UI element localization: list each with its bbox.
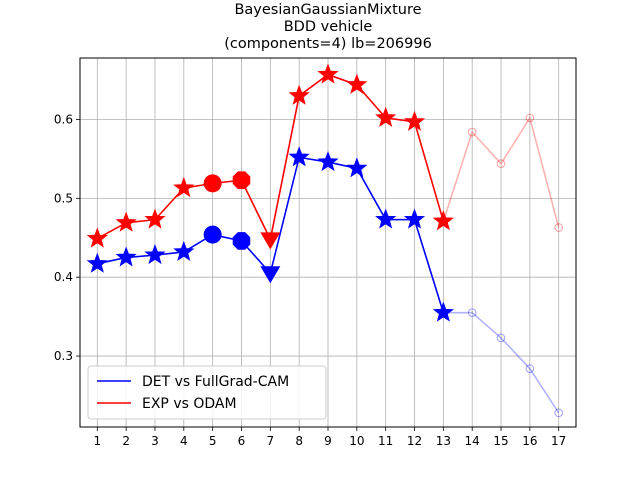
x-tick-label: 14 <box>465 434 480 448</box>
x-tick-label: 9 <box>324 434 332 448</box>
data-point <box>346 157 368 178</box>
data-point <box>115 246 137 267</box>
data-point <box>288 84 310 105</box>
x-tick-label: 17 <box>551 434 566 448</box>
data-point <box>203 225 222 244</box>
data-point <box>203 174 222 193</box>
data-point <box>554 408 564 418</box>
data-point <box>467 308 477 318</box>
data-point <box>432 301 454 322</box>
x-tick-label: 3 <box>151 434 159 448</box>
data-point <box>525 113 535 123</box>
plot-series <box>86 63 564 418</box>
legend-label-det: DET vs FullGrad-CAM <box>142 374 289 390</box>
x-tick-label: 6 <box>238 434 246 448</box>
x-tick-label: 1 <box>93 434 101 448</box>
x-tick-label: 11 <box>378 434 393 448</box>
x-tick-label: 12 <box>407 434 422 448</box>
chart-title-line-3: (components=4) lb=206996 <box>224 36 432 52</box>
chart-title: BayesianGaussianMixture BDD vehicle (com… <box>224 2 432 52</box>
data-point <box>288 146 310 167</box>
data-point <box>375 208 397 229</box>
data-point <box>317 63 339 84</box>
series-det <box>86 146 564 418</box>
data-point <box>144 243 166 265</box>
series-exp <box>86 63 564 250</box>
y-tick-label: 0.4 <box>54 270 73 284</box>
chart-title-line-2: BDD vehicle <box>284 19 373 35</box>
y-tick-label: 0.6 <box>54 113 73 127</box>
x-tick-label: 8 <box>295 434 303 448</box>
y-tick-label: 0.3 <box>54 349 73 363</box>
data-point <box>86 252 108 273</box>
data-point <box>403 208 426 229</box>
data-point <box>554 223 564 232</box>
axes: 1 2 3 4 5 6 7 8 9 10 11 12 13 14 15 16 170.30.40.50.6 <box>54 113 566 449</box>
data-point <box>232 232 251 250</box>
x-tick-label: 13 <box>436 434 451 448</box>
x-tick-label: 5 <box>209 434 217 448</box>
legend-box <box>87 365 327 420</box>
legend: DET vs FullGrad-CAM EXP vs ODAM <box>87 365 327 420</box>
data-point <box>346 73 368 94</box>
data-point <box>496 159 506 169</box>
data-point <box>375 106 397 127</box>
series-line-faded <box>443 311 560 414</box>
x-tick-label: 10 <box>349 434 364 448</box>
data-point <box>432 210 454 231</box>
data-point <box>260 266 281 284</box>
data-point <box>403 110 426 131</box>
data-point <box>173 240 195 261</box>
series-line-faded <box>442 115 560 228</box>
x-tick-label: 2 <box>122 434 130 448</box>
data-point <box>115 211 137 232</box>
x-tick-label: 7 <box>267 434 275 448</box>
data-point <box>173 176 195 198</box>
data-point <box>467 127 477 137</box>
x-tick-label: 16 <box>522 434 537 448</box>
data-point <box>144 208 166 229</box>
data-point <box>525 364 535 374</box>
x-tick-label: 4 <box>180 434 188 448</box>
data-point <box>496 333 506 343</box>
data-point <box>260 232 281 250</box>
legend-label-exp: EXP vs ODAM <box>142 396 237 412</box>
y-tick-label: 0.5 <box>54 191 73 205</box>
data-point <box>86 227 108 248</box>
data-point <box>317 150 339 172</box>
data-point <box>232 171 251 189</box>
chart-title-line-1: BayesianGaussianMixture <box>234 2 421 18</box>
x-tick-label: 15 <box>493 434 508 448</box>
